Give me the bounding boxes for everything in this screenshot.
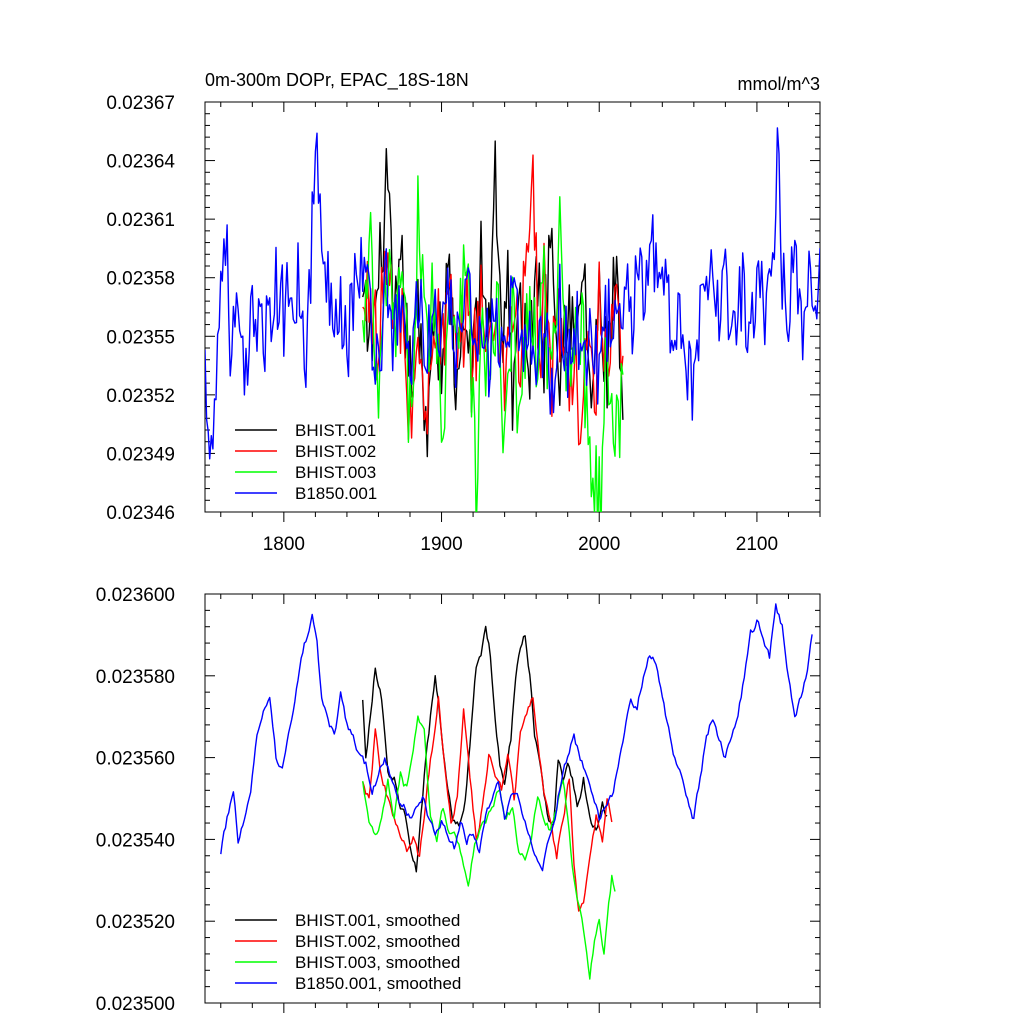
y-tick-label: 0.02361 <box>106 210 175 231</box>
y-tick-label: 0.02346 <box>106 503 175 524</box>
y-tick-label: 0.02364 <box>106 152 175 173</box>
x-tick-label: 2100 <box>736 534 778 555</box>
y-tick-label: 0.02358 <box>106 269 175 290</box>
y-tick-label: 0.02349 <box>106 444 175 465</box>
series-line-bhist-003-smoothed <box>362 715 616 980</box>
legend-label: BHIST.002 <box>295 442 376 461</box>
series-line-b1850-001 <box>205 127 820 460</box>
y-tick-label: 0.023500 <box>96 994 175 1015</box>
y-tick-label: 0.023540 <box>96 830 175 851</box>
bottom-panel-smoothed-series: 0.023500 0.023520 0.023540 0.023560 0.023580… <box>96 585 821 1015</box>
series-line-bhist-002-smoothed <box>362 696 613 912</box>
series-line-b1850-001-smoothed <box>220 603 813 872</box>
legend-label: BHIST.003 <box>295 463 376 482</box>
top-panel-raw-series: 0.02346 0.02349 0.02352 0.02355 0.02358 0.023… <box>106 70 821 555</box>
legend-label: BHIST.003, smoothed <box>295 953 460 972</box>
legend-label: BHIST.001, smoothed <box>295 911 460 930</box>
legend-label: B1850.001 <box>295 484 377 503</box>
chart-units: mmol/m^3 <box>738 74 820 94</box>
y-tick-label: 0.023520 <box>96 912 175 933</box>
y-tick-label: 0.023580 <box>96 667 175 688</box>
x-tick-label: 1800 <box>263 534 305 555</box>
legend-label: BHIST.001 <box>295 421 376 440</box>
y-tick-label: 0.02367 <box>106 93 175 114</box>
plot-frame <box>204 593 821 1004</box>
y-tick-label: 0.023600 <box>96 585 175 606</box>
y-tick-label: 0.02355 <box>106 327 175 348</box>
y-tick-label: 0.02352 <box>106 386 175 407</box>
chart-title: 0m-300m DOPr, EPAC_18S-18N <box>205 70 469 91</box>
y-tick-label: 0.023560 <box>96 749 175 770</box>
series-line-bhist-001 <box>362 140 624 458</box>
plot-frame <box>204 101 821 513</box>
legend-label: B1850.001, smoothed <box>295 974 461 993</box>
series-line-bhist-001-smoothed <box>362 625 608 873</box>
legend-label: BHIST.002, smoothed <box>295 932 460 951</box>
x-tick-label: 2000 <box>578 534 620 555</box>
x-tick-label: 1900 <box>420 534 462 555</box>
